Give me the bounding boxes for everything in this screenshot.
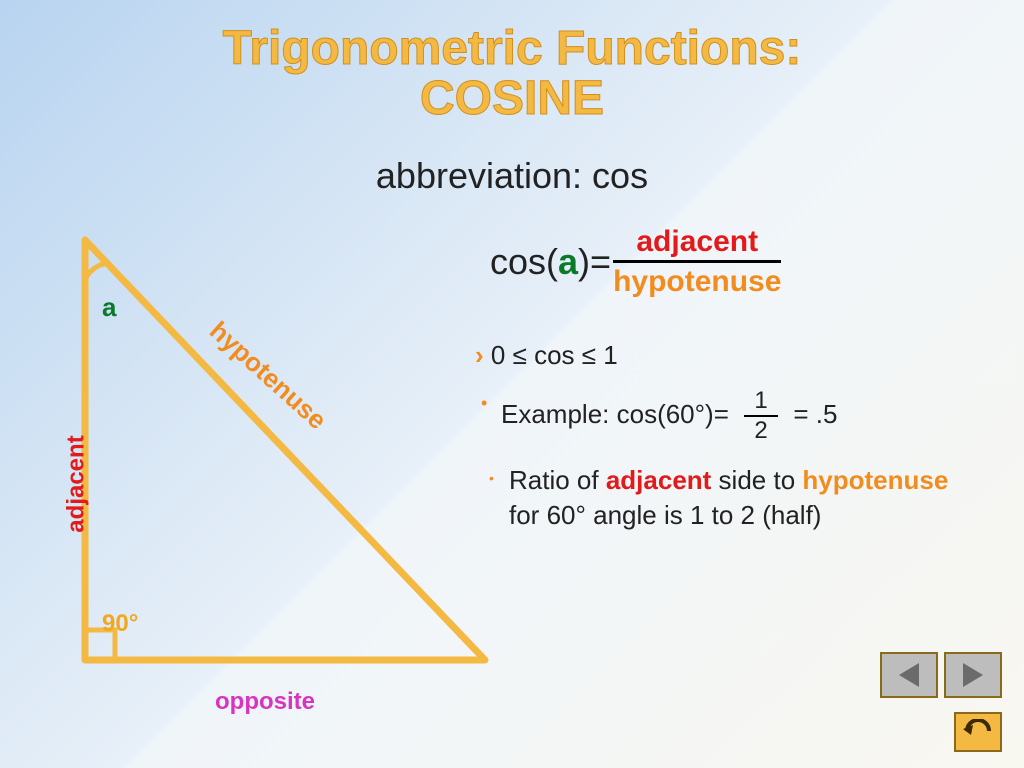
triangle-diagram: adjacent opposite hypotenuse a 90° [40,230,480,720]
triangle-shape [85,240,485,660]
prev-icon [895,661,923,689]
ratio-hypotenuse: hypotenuse [802,465,948,495]
example-fraction: 1 2 [744,389,778,443]
formula-fraction: adjacent hypotenuse [613,225,781,298]
ratio-bullet: Ratio of adjacent side to hypotenuse for… [475,463,985,533]
nav-container [880,652,1002,698]
example-result: = .5 [793,399,837,429]
ratio-p2: side to [711,465,802,495]
title-line-2: COSINE [420,72,604,125]
range-bullet: 0 ≤ cos ≤ 1 [475,340,985,371]
cosine-formula: cos(a)= adjacent hypotenuse [490,225,781,298]
label-opposite: opposite [215,688,315,716]
home-button[interactable] [954,712,1002,752]
example-den: 2 [754,419,767,443]
next-button[interactable] [944,652,1002,698]
example-bullet: Example: cos(60°)= 1 2 = .5 [475,389,985,443]
fraction-bar [613,260,781,263]
ratio-adjacent: adjacent [606,465,712,495]
prev-button[interactable] [880,652,938,698]
fraction-numerator: adjacent [636,225,758,258]
slide-title: Trigonometric Functions: COSINE [0,24,1024,125]
label-angle-a: a [102,292,116,323]
formula-angle: a [558,241,578,283]
example-num: 1 [754,389,767,413]
ratio-p1: Ratio of [509,465,606,495]
title-line-1: Trigonometric Functions: [223,22,802,75]
bullet-list: 0 ≤ cos ≤ 1 Example: cos(60°)= 1 2 = .5 … [475,340,985,533]
abbreviation-text: abbreviation: cos [0,155,1024,197]
ratio-p3: for 60° angle is 1 to 2 (half) [509,500,821,530]
angle-a-arc [85,263,110,280]
next-icon [959,661,987,689]
example-prefix: Example: cos(60°)= [501,399,736,429]
label-angle-90: 90° [102,610,138,638]
label-adjacent: adjacent [63,435,91,532]
formula-suffix: )= [578,241,611,283]
home-icon [963,719,993,745]
fraction-denominator: hypotenuse [613,265,781,298]
